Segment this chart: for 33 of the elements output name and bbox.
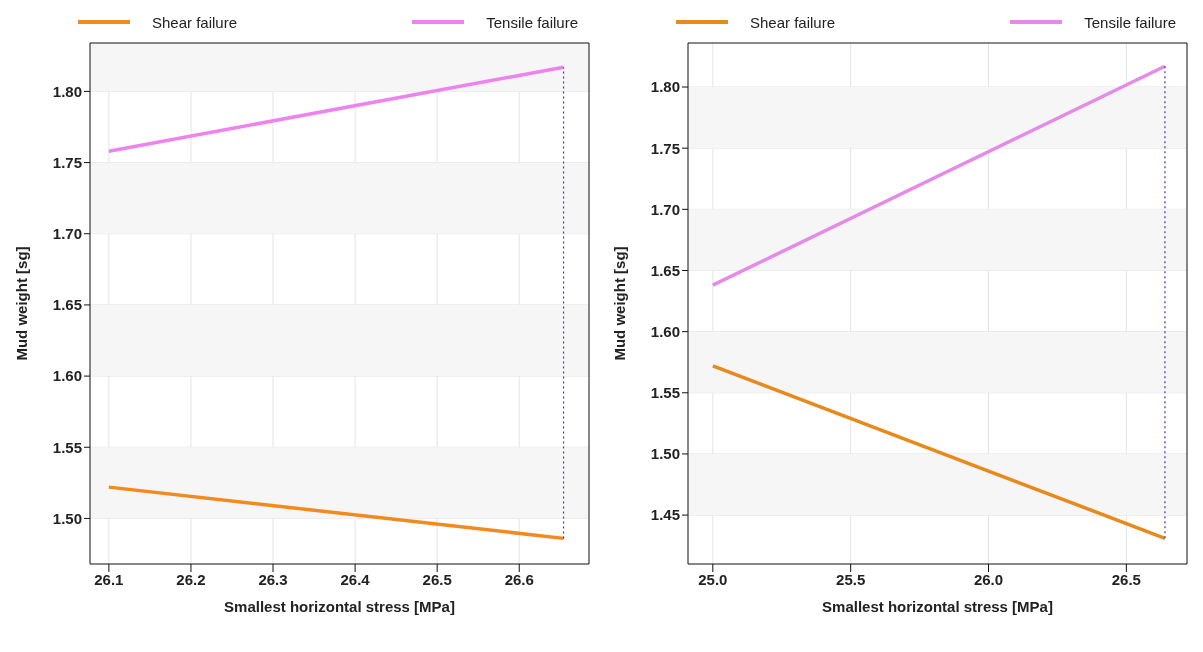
x-tick-label: 26.1	[94, 570, 124, 588]
y-tick-label: 1.65	[650, 261, 680, 279]
x-tick-label: 26.3	[258, 570, 288, 588]
legend-label: Tensile failure	[1084, 13, 1176, 31]
x-tick-label: 26.2	[176, 570, 206, 588]
y-tick-label: 1.55	[650, 384, 680, 402]
y-tick-label: 1.60	[52, 367, 82, 385]
y-tick-label: 1.65	[52, 296, 82, 314]
y-tick-label: 1.50	[52, 509, 82, 527]
y-tick-label: 1.70	[52, 225, 82, 243]
x-tick-label: 26.4	[340, 570, 371, 588]
legend-label: Shear failure	[750, 13, 836, 31]
y-tick-label: 1.75	[650, 139, 680, 157]
x-tick-label: 26.0	[973, 570, 1004, 588]
legend-label: Tensile failure	[486, 13, 578, 31]
legend-label: Shear failure	[152, 13, 238, 31]
x-tick-label: 26.6	[504, 570, 534, 588]
y-tick-label: 1.55	[52, 438, 82, 456]
y-tick-label: 1.75	[52, 153, 82, 171]
y-tick-label: 1.60	[650, 322, 680, 340]
y-tick-label: 1.80	[52, 82, 82, 100]
y-axis-title: Mud weight [sg]	[611, 246, 629, 361]
x-tick-label: 25.0	[698, 570, 728, 588]
y-tick-label: 1.50	[650, 445, 680, 463]
y-tick-label: 1.70	[650, 200, 680, 218]
y-tick-label: 1.45	[650, 506, 680, 524]
x-tick-label: 26.5	[1111, 570, 1141, 588]
x-tick-label: 25.5	[836, 570, 866, 588]
y-axis-title: Mud weight [sg]	[13, 246, 31, 361]
x-axis-title: Smallest horizontal stress [MPa]	[224, 598, 455, 615]
y-tick-label: 1.80	[650, 78, 680, 96]
x-axis-title: Smallest horizontal stress [MPa]	[822, 598, 1053, 615]
x-tick-label: 26.5	[422, 570, 452, 588]
